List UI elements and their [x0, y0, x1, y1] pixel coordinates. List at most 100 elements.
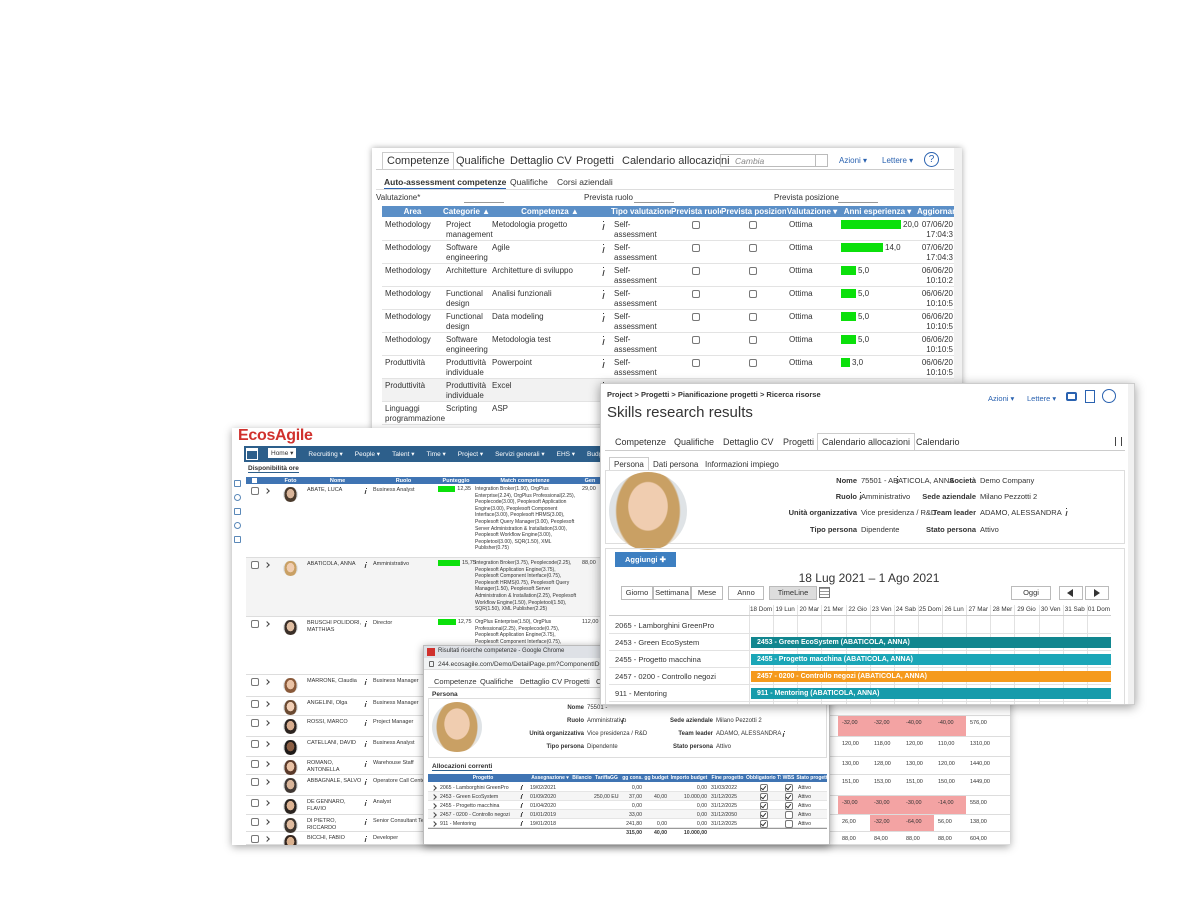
- checkbox[interactable]: [692, 313, 700, 321]
- sub-tab[interactable]: Corsi aziendali: [557, 177, 613, 187]
- search-box[interactable]: Cambia: [720, 154, 828, 167]
- action-menu[interactable]: Azioni ▾: [988, 394, 1015, 403]
- today-button[interactable]: Oggi: [1011, 586, 1051, 600]
- checkbox[interactable]: [251, 719, 259, 727]
- tab[interactable]: Dettaglio CV: [510, 155, 572, 167]
- tab[interactable]: Qualifiche: [480, 677, 514, 686]
- checkbox[interactable]: [251, 740, 259, 748]
- sub-tab[interactable]: Dati persona: [653, 460, 699, 469]
- tab[interactable]: Calendario allocazioni: [817, 433, 916, 450]
- tab[interactable]: Progetti: [576, 155, 614, 167]
- sidebar-icon[interactable]: [234, 494, 241, 501]
- checkbox[interactable]: [749, 244, 757, 252]
- sub-tab[interactable]: Qualifiche: [510, 177, 548, 187]
- nav-item[interactable]: People ▾: [354, 451, 381, 458]
- event-bar[interactable]: 2455 - Progetto macchina (ABATICOLA, ANN…: [751, 654, 1111, 665]
- checkbox[interactable]: [251, 835, 259, 843]
- checkbox[interactable]: [251, 487, 259, 495]
- sub-tab[interactable]: Persona: [609, 457, 649, 471]
- action-menu[interactable]: Azioni ▾: [839, 156, 868, 165]
- checkbox[interactable]: [692, 336, 700, 344]
- checkbox[interactable]: [760, 783, 768, 792]
- tab[interactable]: Competenze: [382, 152, 455, 169]
- filter-select[interactable]: [634, 193, 674, 203]
- breadcrumb[interactable]: Project > Progetti > Pianificazione prog…: [607, 390, 821, 399]
- menu-icon[interactable]: [1115, 437, 1122, 446]
- tab[interactable]: Calendario: [916, 437, 960, 447]
- pdf-icon[interactable]: [1085, 390, 1095, 403]
- tab[interactable]: Competenze: [434, 677, 477, 686]
- help-icon[interactable]: [1102, 389, 1116, 403]
- checkbox[interactable]: [749, 359, 757, 367]
- checkbox[interactable]: [749, 221, 757, 229]
- help-button[interactable]: ?: [924, 152, 939, 167]
- nav-item[interactable]: Recruiting ▾: [308, 451, 343, 458]
- checkbox[interactable]: [251, 700, 259, 708]
- checkbox[interactable]: [251, 799, 259, 807]
- home-icon[interactable]: [246, 448, 258, 460]
- view-button[interactable]: Anno: [728, 586, 764, 600]
- add-button[interactable]: Aggiungi ✚: [615, 552, 676, 567]
- checkbox[interactable]: [760, 810, 768, 819]
- tab[interactable]: Competenze: [615, 437, 667, 447]
- dropdown-toggle[interactable]: [815, 155, 827, 166]
- event-bar[interactable]: 911 - Mentoring (ABATICOLA, ANNA): [751, 688, 1111, 699]
- checkbox[interactable]: [785, 810, 793, 819]
- checkbox[interactable]: [692, 267, 700, 275]
- nav-item[interactable]: Servizi generali ▾: [495, 451, 545, 458]
- tab[interactable]: Progetti: [783, 437, 815, 447]
- nav-item[interactable]: Talent ▾: [392, 451, 415, 458]
- checkbox[interactable]: [760, 792, 768, 801]
- action-menu[interactable]: Lettere ▾: [1027, 394, 1057, 403]
- filter-select[interactable]: [838, 193, 878, 203]
- view-button[interactable]: Giorno: [621, 586, 653, 600]
- checkbox[interactable]: [760, 819, 768, 828]
- checkbox[interactable]: [692, 359, 700, 367]
- checkbox[interactable]: [251, 620, 259, 628]
- checkbox[interactable]: [749, 267, 757, 275]
- checkbox[interactable]: [692, 221, 700, 229]
- checkbox[interactable]: [760, 801, 768, 810]
- view-button[interactable]: TimeLine: [769, 586, 817, 600]
- sidebar-icon[interactable]: [234, 536, 241, 543]
- filter-select[interactable]: [464, 193, 504, 203]
- view-button[interactable]: Settimana: [653, 586, 691, 600]
- sidebar-icon[interactable]: [234, 480, 241, 487]
- tab[interactable]: Qualifiche: [456, 155, 505, 167]
- checkbox[interactable]: [251, 760, 259, 768]
- checkbox[interactable]: [749, 313, 757, 321]
- checkbox[interactable]: [785, 801, 793, 810]
- view-button[interactable]: Mese: [691, 586, 723, 600]
- nav-item[interactable]: EHS ▾: [556, 451, 576, 458]
- calendar-icon[interactable]: [819, 587, 830, 598]
- checkbox[interactable]: [692, 290, 700, 298]
- event-bar[interactable]: 2453 - Green EcoSystem (ABATICOLA, ANNA): [751, 637, 1111, 648]
- sidebar-icon[interactable]: [234, 522, 241, 529]
- print-icon[interactable]: [1066, 392, 1077, 401]
- checkbox[interactable]: [251, 678, 259, 686]
- sidebar-icon[interactable]: [234, 508, 241, 515]
- nav-item[interactable]: Budget ▾: [587, 451, 613, 458]
- checkbox[interactable]: [251, 778, 259, 786]
- tab[interactable]: Progetti: [564, 677, 590, 686]
- nav-item[interactable]: Home ▾: [268, 448, 297, 458]
- nav-item[interactable]: Time ▾: [426, 451, 446, 458]
- checkbox[interactable]: [785, 792, 793, 801]
- tab[interactable]: Qualifiche: [674, 437, 715, 447]
- checkbox[interactable]: [785, 819, 793, 828]
- next-button[interactable]: [1085, 586, 1109, 600]
- checkbox[interactable]: [692, 244, 700, 252]
- tab[interactable]: Calendario allocazioni: [622, 155, 730, 167]
- checkbox[interactable]: [749, 336, 757, 344]
- tab[interactable]: Dettaglio CV: [520, 677, 563, 686]
- sub-tab[interactable]: Persona: [432, 691, 458, 698]
- checkbox[interactable]: [251, 561, 259, 569]
- action-menu[interactable]: Lettere ▾: [882, 156, 914, 165]
- event-bar[interactable]: 2457 - 0200 - Controllo negozi (ABATICOL…: [751, 671, 1111, 682]
- prev-button[interactable]: [1059, 586, 1083, 600]
- sub-tab[interactable]: Informazioni impiego: [705, 460, 779, 469]
- tab[interactable]: Disponibilità ore: [248, 465, 299, 473]
- checkbox[interactable]: [749, 290, 757, 298]
- nav-item[interactable]: Project ▾: [457, 451, 484, 458]
- tab[interactable]: Dettaglio CV: [723, 437, 774, 447]
